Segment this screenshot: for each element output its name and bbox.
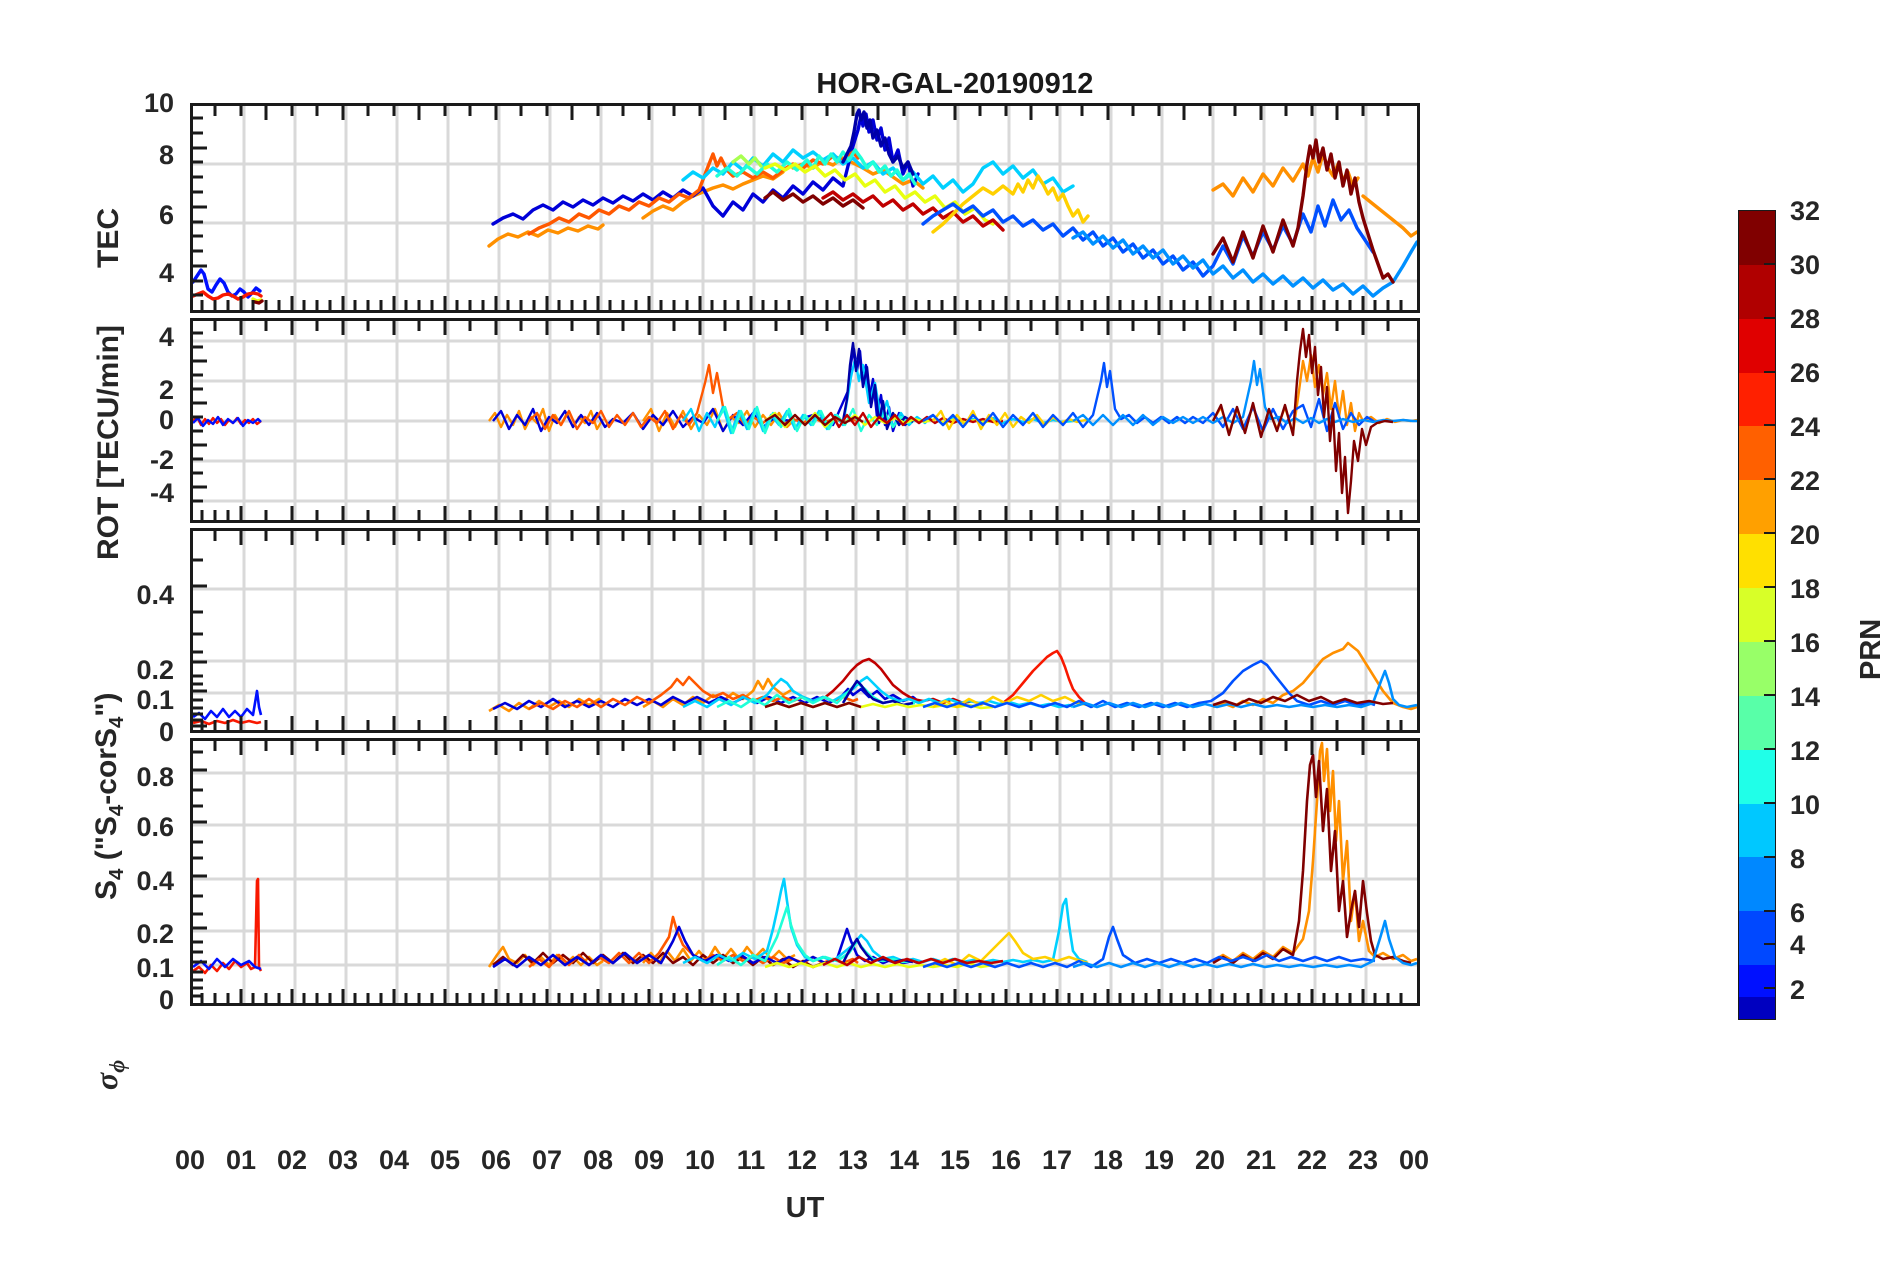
s4-gridlines: [193, 531, 1417, 730]
tec-ytick-8: 8: [158, 140, 174, 170]
cbar-label-10: 10: [1790, 790, 1821, 820]
tec-ytick-10: 10: [143, 88, 174, 118]
cbar-label-18: 18: [1790, 574, 1821, 604]
xtick-01: 01: [225, 1145, 257, 1175]
s4-ytick-01: 0.1: [136, 685, 174, 715]
page-title: HOR-GAL-20190912: [816, 68, 1094, 100]
sigmaphi-ytick-04: 0.4: [136, 866, 174, 896]
xtick-12: 12: [786, 1145, 818, 1175]
cbar-label-14: 14: [1790, 682, 1821, 712]
cbar-label-12: 12: [1790, 736, 1821, 766]
cbar-seg-10: [1739, 803, 1775, 858]
xtick-02: 02: [276, 1145, 308, 1175]
cbar-label-20: 20: [1790, 520, 1821, 550]
tec-ytick-4: 4: [158, 258, 174, 288]
rot-plot-svg: [193, 321, 1417, 520]
prn-colorbar[interactable]: [1738, 210, 1776, 1020]
xtick-14: 14: [888, 1145, 920, 1175]
xtick-06: 06: [480, 1145, 512, 1175]
rot-ytick-m2: -2: [149, 445, 174, 475]
xtick-24: 00: [1398, 1145, 1430, 1175]
cbar-seg-30: [1739, 264, 1775, 319]
xtick-03: 03: [327, 1145, 359, 1175]
rot-panel: [190, 318, 1420, 523]
xtick-20: 20: [1194, 1145, 1226, 1175]
sigmaphi-ytick-01: 0.1: [136, 953, 174, 983]
sigmaphi-ytick-06: 0.6: [136, 812, 174, 842]
xtick-11: 11: [736, 1145, 766, 1175]
tec-ytick-6: 6: [158, 200, 174, 230]
cbar-seg-8: [1739, 857, 1775, 912]
s4-ytick-02: 0.2: [136, 655, 174, 685]
tec-plot-svg: [193, 106, 1417, 310]
cbar-seg-28: [1739, 318, 1775, 373]
xtick-13: 13: [837, 1145, 869, 1175]
xtick-22: 22: [1296, 1145, 1328, 1175]
rot-series-group: [193, 327, 1417, 515]
sigmaphi-ytick-02: 0.2: [136, 919, 174, 949]
cbar-seg-32: [1739, 211, 1775, 265]
cbar-title: PRN: [1855, 618, 1887, 680]
sigmaphi-y-axis-label: σϕ: [88, 1060, 130, 1090]
cbar-seg-24: [1739, 426, 1775, 481]
sigmaphi-panel: [190, 738, 1420, 1006]
cbar-label-22: 22: [1790, 466, 1821, 496]
cbar-seg-22: [1739, 480, 1775, 535]
cbar-label-28: 28: [1790, 304, 1821, 334]
xtick-04: 04: [378, 1145, 410, 1175]
rot-ytick-m4: -4: [149, 478, 174, 508]
cbar-label-30: 30: [1790, 250, 1821, 280]
xtick-09: 09: [633, 1145, 665, 1175]
s4-panel: [190, 528, 1420, 733]
cbar-label-4: 4: [1790, 930, 1806, 960]
x-axis-label: UT: [785, 1192, 825, 1224]
rot-ytick-2: 2: [158, 375, 174, 405]
cbar-seg-18: [1739, 588, 1775, 642]
xtick-07: 07: [531, 1145, 563, 1175]
cbar-label-8: 8: [1790, 844, 1806, 874]
cbar-seg-20: [1739, 534, 1775, 589]
s4-ytick-04: 0.4: [136, 580, 174, 610]
cbar-seg-14: [1739, 695, 1775, 750]
xtick-17: 17: [1041, 1145, 1073, 1175]
xtick-15: 15: [939, 1145, 971, 1175]
cbar-label-24: 24: [1790, 412, 1821, 442]
sigmaphi-label-text: σϕ: [88, 1059, 130, 1090]
sigmaphi-series-group: [193, 741, 1417, 975]
sigmaphi-plot-svg: [193, 741, 1417, 1003]
rot-y-axis-label: ROT [TECU/min]: [92, 325, 125, 560]
rot-ytick-0: 0: [158, 405, 174, 435]
tec-panel: [190, 103, 1420, 313]
cbar-label-26: 26: [1790, 358, 1821, 388]
s4-ytick-0: 0: [158, 717, 174, 747]
xtick-19: 19: [1143, 1145, 1175, 1175]
cbar-seg-2: [1739, 997, 1775, 1019]
cbar-seg-16: [1739, 641, 1775, 696]
s4-series-group: [193, 641, 1417, 726]
cbar-seg-12: [1739, 749, 1775, 804]
cbar-seg-6: [1739, 911, 1775, 966]
xtick-23: 23: [1347, 1145, 1379, 1175]
xtick-08: 08: [582, 1145, 614, 1175]
xtick-21: 21: [1245, 1145, 1277, 1175]
sigmaphi-ytick-0: 0: [158, 985, 174, 1015]
cbar-label-16: 16: [1790, 628, 1821, 658]
cbar-label-6: 6: [1790, 898, 1806, 928]
cbar-seg-26: [1739, 372, 1775, 427]
tec-series-group: [193, 108, 1417, 305]
cbar-seg-4: [1739, 965, 1775, 998]
s4-plot-svg: [193, 531, 1417, 730]
xtick-10: 10: [684, 1145, 716, 1175]
xtick-16: 16: [990, 1145, 1022, 1175]
xtick-05: 05: [429, 1145, 461, 1175]
sigmaphi-ytick-08: 0.8: [136, 762, 174, 792]
cbar-label-2: 2: [1790, 975, 1806, 1005]
cbar-label-32: 32: [1790, 196, 1821, 226]
xtick-00: 00: [174, 1145, 206, 1175]
xtick-18: 18: [1092, 1145, 1124, 1175]
rot-ytick-4: 4: [158, 322, 174, 352]
